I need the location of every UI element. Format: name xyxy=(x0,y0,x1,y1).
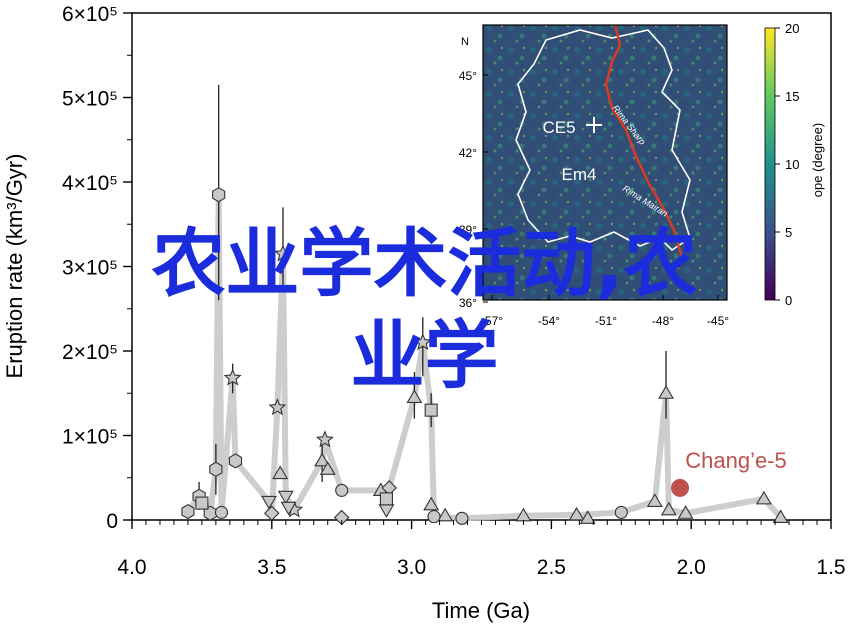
data-point-triangle-up xyxy=(423,496,440,511)
region-label-ce5: CE5 xyxy=(542,118,575,137)
colorbar xyxy=(764,27,776,301)
data-point-triangle-up xyxy=(579,510,596,524)
colorbar-tick-label: 0 xyxy=(785,293,792,308)
data-point-hexagon xyxy=(209,461,223,477)
data-point-square xyxy=(195,496,209,510)
data-point-triangle-down xyxy=(378,504,395,518)
x-axis-ticks: 4.0 3.5 3.0 2.5 2.0 1.5 xyxy=(117,520,846,579)
y-tick-label: 2×10⁵ xyxy=(62,341,118,364)
ce5-landing-marker xyxy=(586,117,602,133)
data-point-circle xyxy=(214,505,229,519)
data-point-triangle-up xyxy=(437,507,454,522)
colorbar-tick-label: 15 xyxy=(785,89,799,104)
data-point-triangle-up xyxy=(272,465,289,480)
colorbar-tick-label: 10 xyxy=(785,157,799,172)
data-point-triangle-up xyxy=(755,490,772,505)
data-point-hexagon xyxy=(228,453,243,469)
x-axis-label: Time (Ga) xyxy=(432,598,530,623)
region-label-em4: Em4 xyxy=(562,165,597,184)
data-point-circle xyxy=(455,511,469,525)
data-point-circle xyxy=(335,483,349,497)
data-point-triangle-up xyxy=(319,461,336,475)
north-label: N xyxy=(461,36,469,48)
inset-map: N CE5 Em4 Rima Sharp Rima Mairan 45°42°3… xyxy=(430,18,830,330)
data-point-triangle-down xyxy=(277,490,294,505)
data-point-triangle-up xyxy=(406,389,423,404)
x-tick-label: 3.5 xyxy=(257,556,286,579)
data-point-triangle-up xyxy=(568,506,585,521)
y-axis-ticks: 0 1×10⁵ 2×10⁵ 3×10⁵ 4×10⁵ 5×10⁵ 6×10⁵ xyxy=(62,3,132,533)
map-lat-label: 42° xyxy=(459,146,477,160)
map-lat-label: 39° xyxy=(459,223,477,237)
x-tick-label: 2.5 xyxy=(537,556,566,579)
colorbar-tick-label: 20 xyxy=(785,21,799,36)
data-point-star xyxy=(274,244,292,262)
data-point-diamond xyxy=(264,505,280,522)
colorbar-ticks: 0 5 10 15 20 xyxy=(775,21,799,308)
y-tick-label: 1×10⁵ xyxy=(62,426,118,449)
colorbar-tick-label: 5 xyxy=(785,225,792,240)
y-tick-label: 3×10⁵ xyxy=(62,257,118,280)
data-point-triangle-down xyxy=(280,501,297,516)
y-tick-label: 6×10⁵ xyxy=(62,3,118,26)
map-lon-label: -51° xyxy=(595,314,617,328)
colorbar-label: ope (degree) xyxy=(810,123,825,197)
data-point-triangle-up xyxy=(646,493,663,507)
chang-e-5-annotation: Chang’e-5 xyxy=(685,448,787,473)
y-tick-label: 5×10⁵ xyxy=(62,88,118,111)
data-point-triangle-up xyxy=(658,385,674,399)
map-lat-label: 36° xyxy=(459,296,477,310)
mare-outline xyxy=(515,29,691,252)
map-lon-label: -57° xyxy=(481,314,503,328)
data-markers xyxy=(181,187,789,526)
data-point-triangle-up xyxy=(677,505,694,519)
data-point-circle xyxy=(427,510,441,524)
data-point-triangle-up xyxy=(314,452,331,467)
map-lon-label: -48° xyxy=(652,314,674,328)
map-lat-label: 45° xyxy=(459,69,477,83)
x-tick-label: 4.0 xyxy=(117,556,146,579)
data-point-star xyxy=(223,368,242,386)
x-tick-label: 2.0 xyxy=(677,556,706,579)
data-point-star xyxy=(268,398,287,416)
y-axis-label: Eruption rate (km³/Gyr) xyxy=(2,154,27,379)
x-tick-label: 1.5 xyxy=(816,556,845,579)
data-point-square xyxy=(424,403,438,417)
map-lon-ticks: -57° -54° -51° -48° -45° xyxy=(481,295,729,328)
data-point-circle xyxy=(614,505,628,519)
map-lon-label: -54° xyxy=(538,314,560,328)
y-tick-label: 0 xyxy=(106,510,118,533)
map-lon-label: -45° xyxy=(707,314,729,328)
y-tick-label: 4×10⁵ xyxy=(62,172,118,195)
data-point-triangle-up xyxy=(772,509,789,524)
data-point-hexagon xyxy=(212,187,226,203)
data-point-star xyxy=(413,333,432,351)
data-point-square xyxy=(379,492,393,506)
data-point-hexagon xyxy=(181,503,195,520)
highlight-point xyxy=(671,478,690,497)
data-point-triangle-down xyxy=(261,495,277,510)
map-lat-ticks: 45° 42° 39° 36° xyxy=(459,69,488,310)
rima-sharp-rille xyxy=(604,25,684,259)
data-point-star xyxy=(315,430,334,448)
data-point-triangle-up xyxy=(660,501,677,516)
x-tick-label: 3.0 xyxy=(397,556,426,579)
